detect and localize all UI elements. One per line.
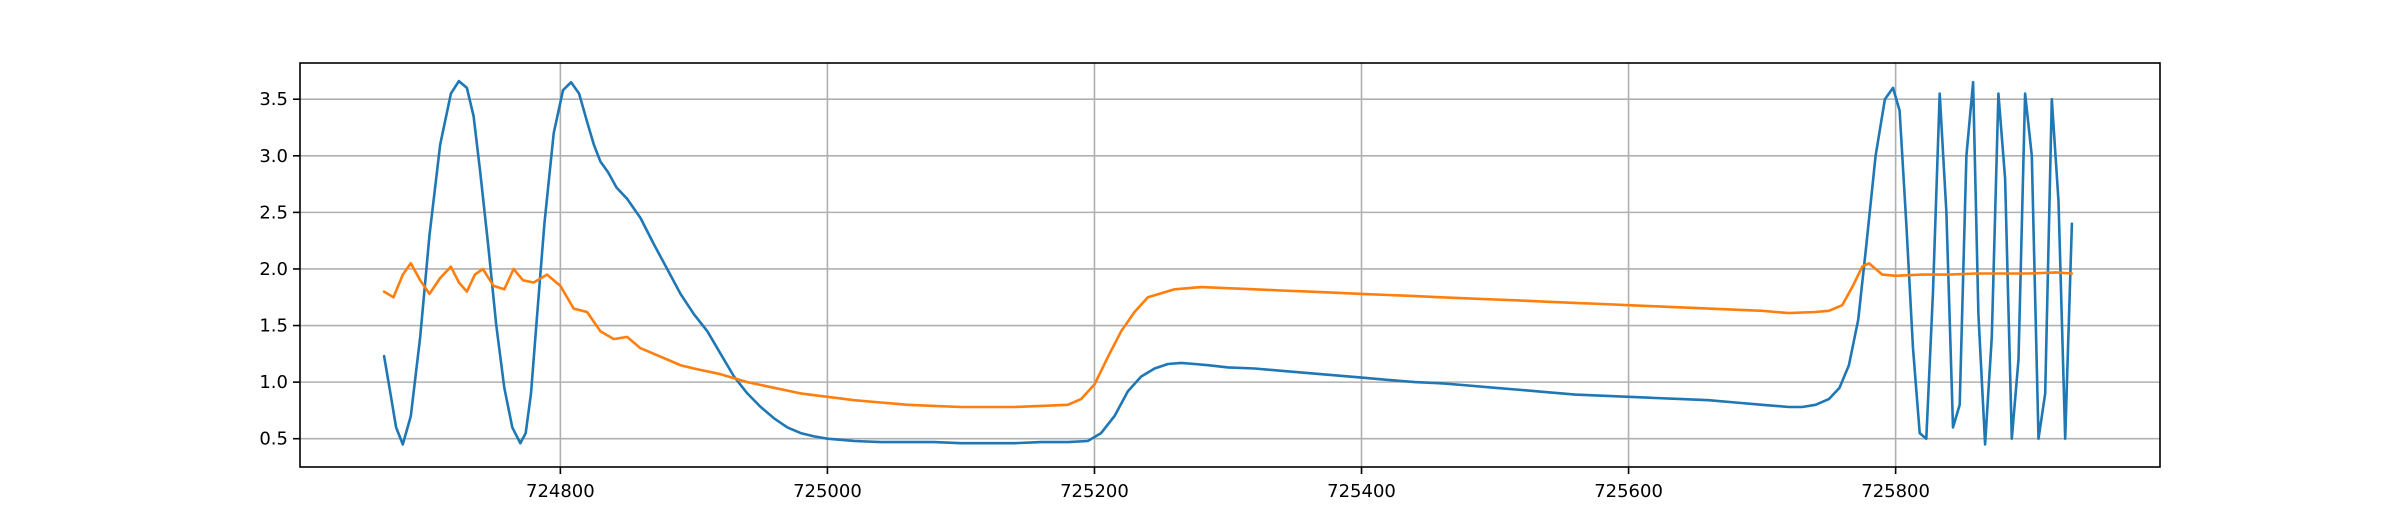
- grid-lines: [300, 63, 2160, 467]
- x-tick-label: 725200: [1060, 481, 1129, 502]
- y-tick-label: 1.5: [259, 316, 288, 337]
- series-layer: [382, 79, 2074, 446]
- x-tick-label: 725600: [1594, 481, 1663, 502]
- x-tick-label: 725400: [1327, 481, 1396, 502]
- x-tick-label: 725000: [793, 481, 862, 502]
- y-tick-label: 3.5: [259, 89, 288, 110]
- x-axis: 724800 725000 725200 725400 725600 725800: [526, 467, 1930, 502]
- y-tick-label: 2.0: [259, 259, 288, 280]
- series-line-1: [382, 79, 2074, 446]
- y-tick-label: 3.0: [259, 146, 288, 167]
- series-line-2: [382, 262, 2074, 409]
- y-tick-label: 1.0: [259, 372, 288, 393]
- x-tick-label: 725800: [1861, 481, 1930, 502]
- x-tick-label: 724800: [526, 481, 595, 502]
- y-tick-label: 2.5: [259, 202, 288, 223]
- plot-frame: [299, 62, 2161, 468]
- y-axis: 0.5 1.0 1.5 2.0 2.5 3.0 3.5: [259, 89, 300, 450]
- y-tick-label: 0.5: [259, 429, 288, 450]
